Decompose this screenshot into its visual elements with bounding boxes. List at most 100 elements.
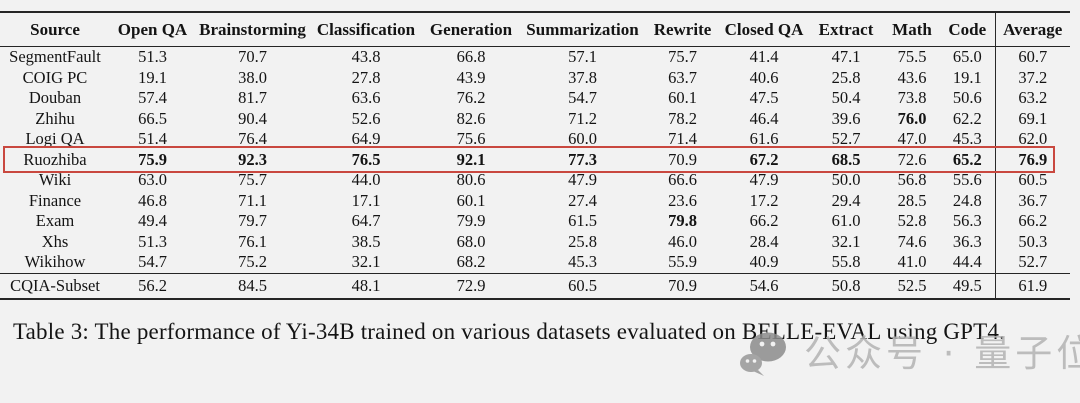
- cell-ruozhiba-average: 76.9: [994, 149, 1070, 170]
- cell-douban-math: 73.8: [897, 88, 927, 107]
- cell-segmentfault-average: 60.7: [994, 46, 1070, 68]
- cell-xhs-rewrite: 46.0: [668, 231, 697, 251]
- cell-exam-open-qa: 49.4: [138, 211, 167, 230]
- cell-coig-pc-generation: 43.9: [456, 67, 486, 87]
- cell-segmentfault-code: 65.0: [952, 47, 982, 66]
- column-header-closed-qa: Closed QA: [720, 12, 808, 47]
- cell-finance-brainstorming: 71.1: [238, 190, 267, 210]
- cell-douban-summarization: 54.7: [568, 88, 597, 107]
- cell-coig-pc-math: 43.6: [897, 67, 927, 87]
- cell-xhs-classification: 38.5: [351, 231, 381, 251]
- cell-exam-code: 56.3: [952, 211, 982, 230]
- cell-cqia-subset-open-qa: 56.2: [138, 275, 167, 295]
- cell-wiki-classification: 44.0: [351, 170, 381, 189]
- cell-wiki-code: 55.6: [952, 170, 982, 189]
- row-label-segmentfault: SegmentFault: [9, 47, 101, 66]
- cell-wiki-rewrite: 66.6: [668, 170, 697, 189]
- column-header-brainstorming: Brainstorming: [195, 12, 310, 47]
- cell-coig-pc-brainstorming: 38.0: [238, 67, 267, 87]
- cell-cqia-subset-code: 49.5: [952, 275, 982, 295]
- header-row: Source Open QA Brainstorming Classification…: [0, 12, 1070, 47]
- cell-douban-closed-qa: 47.5: [749, 88, 779, 107]
- cell-cqia-subset-summarization: 60.5: [568, 275, 597, 295]
- wechat-icon: [740, 332, 786, 376]
- table-row-coig-pc: COIG PC 19.1 38.0 27.8 43.9 37.8 63.7 40.6 25.8 4…: [0, 67, 1070, 88]
- cell-zhihu-summarization: 71.2: [568, 108, 597, 128]
- cell-finance-open-qa: 46.8: [138, 190, 167, 210]
- cell-douban-open-qa: 57.4: [138, 88, 167, 107]
- table-row-segmentfault: SegmentFault 51.3 70.7 43.8 66.8 57.1 75.7 41.4…: [0, 46, 1070, 68]
- cell-logi-qa-open-qa: 51.4: [138, 129, 167, 148]
- column-header-source: Source: [0, 12, 110, 47]
- cell-cqia-subset-average: 61.9: [994, 273, 1070, 299]
- row-label-xhs: Xhs: [41, 231, 69, 251]
- cell-coig-pc-code: 19.1: [952, 67, 982, 87]
- table-summary: CQIA-Subset 56.2 84.5 48.1 72.9 60.5 70.9 54.6 5…: [0, 273, 1070, 299]
- cell-coig-pc-extract: 25.8: [831, 67, 861, 87]
- cell-zhihu-math: 76.0: [897, 108, 927, 128]
- row-label-zhihu: Zhihu: [35, 108, 75, 128]
- cell-ruozhiba-open-qa: 75.9: [138, 149, 167, 169]
- cell-segmentfault-rewrite: 75.7: [668, 47, 697, 66]
- table-row-douban: Douban 57.4 81.7 63.6 76.2 54.7 60.1 47.5 50.4 73…: [0, 88, 1070, 109]
- cell-logi-qa-average: 62.0: [994, 129, 1070, 150]
- cell-wiki-generation: 80.6: [456, 170, 486, 189]
- cell-logi-qa-math: 47.0: [897, 129, 927, 148]
- cell-douban-rewrite: 60.1: [668, 88, 697, 107]
- cell-zhihu-classification: 52.6: [351, 108, 381, 128]
- cell-exam-math: 52.8: [897, 211, 927, 230]
- column-header-extract: Extract: [808, 12, 884, 47]
- cell-wikihow-math: 41.0: [897, 252, 927, 271]
- cell-ruozhiba-code: 65.2: [952, 149, 982, 169]
- cell-wikihow-summarization: 45.3: [568, 252, 597, 271]
- cell-wiki-summarization: 47.9: [568, 170, 597, 189]
- cell-cqia-subset-classification: 48.1: [351, 275, 381, 295]
- cell-exam-extract: 61.0: [831, 211, 861, 230]
- cell-cqia-subset-closed-qa: 54.6: [749, 275, 779, 295]
- cell-coig-pc-summarization: 37.8: [568, 67, 597, 87]
- row-label-finance: Finance: [28, 190, 82, 210]
- cell-finance-closed-qa: 17.2: [749, 190, 779, 210]
- cell-finance-generation: 60.1: [456, 190, 486, 210]
- column-header-math: Math: [884, 12, 940, 47]
- table-caption: Table 3: The performance of Yi-34B train…: [13, 319, 1006, 344]
- column-header-open-qa: Open QA: [110, 12, 195, 47]
- cell-xhs-generation: 68.0: [456, 231, 486, 251]
- cell-wikihow-closed-qa: 40.9: [749, 252, 779, 271]
- cell-cqia-subset-generation: 72.9: [456, 275, 486, 295]
- cell-ruozhiba-rewrite: 70.9: [668, 149, 697, 169]
- cell-wikihow-open-qa: 54.7: [138, 252, 167, 271]
- cell-finance-summarization: 27.4: [568, 190, 597, 210]
- column-header-code: Code: [940, 12, 995, 47]
- cell-segmentfault-brainstorming: 70.7: [238, 47, 267, 66]
- cell-segmentfault-extract: 47.1: [831, 47, 861, 66]
- cell-cqia-subset-rewrite: 70.9: [668, 275, 697, 295]
- cell-logi-qa-classification: 64.9: [351, 129, 381, 148]
- cell-xhs-summarization: 25.8: [568, 231, 597, 251]
- cell-logi-qa-generation: 75.6: [456, 129, 486, 148]
- cell-segmentfault-closed-qa: 41.4: [749, 47, 779, 66]
- cell-finance-rewrite: 23.6: [668, 190, 697, 210]
- cell-exam-closed-qa: 66.2: [749, 211, 779, 230]
- cell-coig-pc-rewrite: 63.7: [668, 67, 697, 87]
- cell-wiki-extract: 50.0: [831, 170, 861, 189]
- cell-coig-pc-closed-qa: 40.6: [749, 67, 779, 87]
- table-row-wikihow: Wikihow 54.7 75.2 32.1 68.2 45.3 55.9 40.9 55.8 4…: [0, 252, 1070, 273]
- table-body: SegmentFault 51.3 70.7 43.8 66.8 57.1 75.7 41.4…: [0, 46, 1070, 273]
- table-header: Source Open QA Brainstorming Classification…: [0, 12, 1070, 47]
- cell-wiki-open-qa: 63.0: [138, 170, 167, 189]
- cell-cqia-subset-extract: 50.8: [831, 275, 861, 295]
- cell-wiki-math: 56.8: [897, 170, 927, 189]
- table-row-xhs: Xhs 51.3 76.1 38.5 68.0 25.8 46.0 28.4 32.1 74.6 3…: [0, 231, 1070, 252]
- table-row-logi-qa: Logi QA 51.4 76.4 64.9 75.6 60.0 71.4 61.6 52.7 4…: [0, 129, 1070, 150]
- cell-xhs-closed-qa: 28.4: [749, 231, 779, 251]
- cell-zhihu-closed-qa: 46.4: [749, 108, 779, 128]
- cell-wiki-average: 60.5: [994, 170, 1070, 191]
- results-table: Source Open QA Brainstorming Classification…: [0, 11, 1070, 300]
- cell-xhs-extract: 32.1: [831, 231, 861, 251]
- row-label-coig-pc: COIG PC: [22, 67, 88, 87]
- cell-finance-average: 36.7: [994, 190, 1070, 211]
- column-header-rewrite: Rewrite: [645, 12, 720, 47]
- cell-ruozhiba-brainstorming: 92.3: [238, 149, 267, 169]
- cell-segmentfault-summarization: 57.1: [568, 47, 597, 66]
